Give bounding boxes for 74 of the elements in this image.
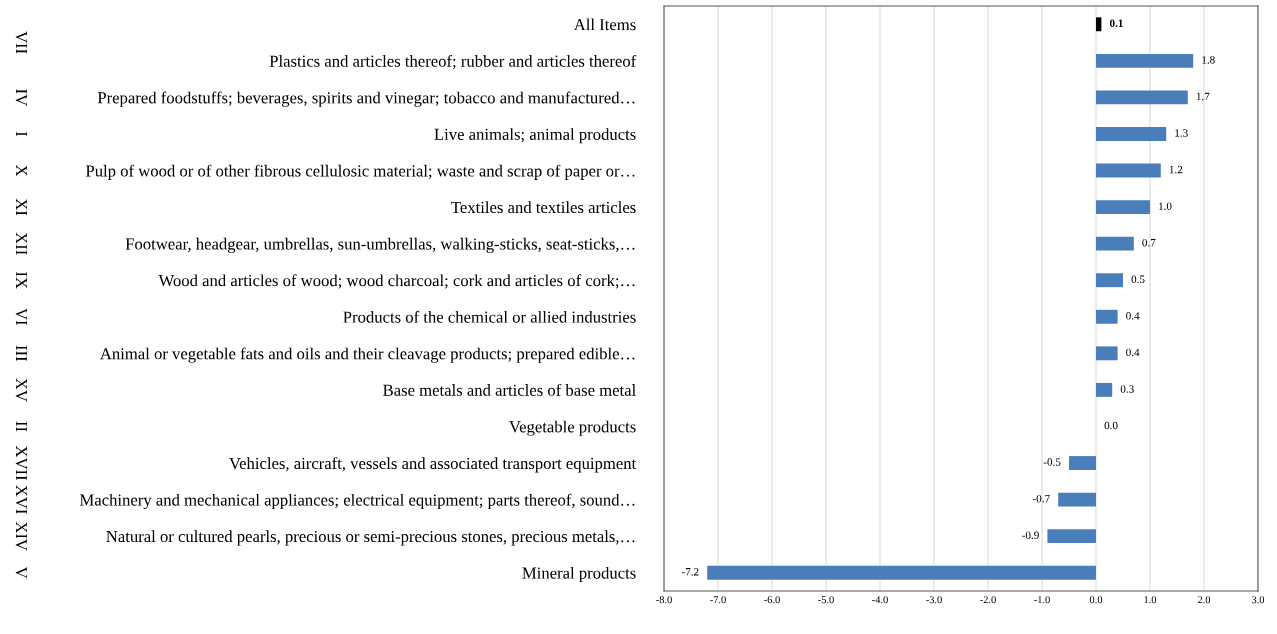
data-label: -7.2 [681,568,699,576]
y-tick-label: Textiles and textiles articles [451,201,636,214]
bar [1096,309,1118,324]
text: XII [15,232,27,255]
text: IX [15,272,27,289]
y-tick-label: All Items [573,18,636,31]
x-tick-label: -7.0 [710,596,726,604]
data-label: -0.5 [1043,458,1061,466]
bar [1096,346,1118,361]
y-tick-label: Animal or vegetable fats and oils and their cleavage products; prepared edible… [100,347,635,363]
text: XIV [15,521,27,551]
data-label: 0.4 [1126,312,1140,320]
bar [1096,273,1123,288]
y-tick-label: Plastics and articles thereof; rubber and articles thereof [269,54,637,70]
x-tick-label: 3.0 [1251,596,1265,604]
text: XVII [15,445,27,481]
text: XI [15,198,27,216]
text: VII [15,31,27,54]
text: V [15,566,27,579]
bar [707,565,1096,580]
x-tick-label: 1.0 [1144,596,1157,604]
data-label: 0.0 [1104,421,1118,430]
bar [1096,163,1161,178]
text: X [15,164,27,177]
x-tick-label: -5.0 [818,596,834,604]
x-tick-label: -4.0 [872,596,888,604]
bar [1096,53,1194,68]
x-tick-label: -3.0 [926,596,942,604]
text: IV [15,89,27,107]
y-tick-label: Base metals and articles of base metal [383,383,636,396]
bar [1096,200,1150,215]
y-tick-label: Machinery and mechanical appliances; electrical equipment; parts thereof, sound… [79,493,635,510]
y-tick-label: Mineral products [522,566,636,583]
x-tick-label: -6.0 [764,596,780,604]
data-label: 1.2 [1169,165,1183,174]
bar [1096,236,1134,251]
data-label: 0.7 [1142,238,1156,247]
x-tick-label: 2.0 [1197,596,1211,604]
data-label: 1.7 [1196,92,1210,101]
bar [1096,127,1167,141]
y-tick-label: Products of the chemical or allied industries [343,310,636,323]
y-tick-label: Pulp of wood or of other fibrous cellulosic material; waste and scrap of paper or… [85,164,635,180]
bar [1058,492,1096,507]
text: I [15,131,27,137]
data-label: 0.4 [1126,348,1140,357]
bar [1096,17,1102,32]
data-label: -0.7 [1032,494,1050,503]
data-label: 0.5 [1131,275,1145,284]
x-tick-label: -8.0 [656,596,672,604]
y-tick-label: Vegetable products [509,420,636,436]
text: XVI [15,485,27,514]
data-label: 0.1 [1109,19,1123,28]
bar [1096,382,1113,397]
data-label: -0.9 [1022,531,1039,539]
y-tick-label: Live animals; animal products [434,128,636,144]
data-label: 1.0 [1159,202,1172,210]
x-tick-label: 0.0 [1089,596,1103,604]
x-tick-label: -1.0 [1034,596,1050,604]
text: III [15,345,27,362]
x-tick-label: -2.0 [980,596,996,604]
data-label: 1.3 [1175,129,1188,137]
y-tick-label: Natural or cultured pearls, precious or semi-precious stones, precious metals,… [106,530,635,546]
data-label: 0.3 [1120,385,1134,393]
y-tick-label: Wood and articles of wood; wood charcoal; cork and articles of cork;… [158,274,635,289]
bar [1069,456,1096,470]
y-tick-label: Vehicles, aircraft, vessels and associated transport equipment [229,457,637,473]
text: XV [15,378,27,402]
text: VI [15,308,27,325]
bar [1047,529,1096,544]
data-label: 1.8 [1202,56,1215,64]
bar [1096,90,1188,105]
y-tick-label: Prepared foodstuffs; beverages, spirits and vinegar; tobacco and manufactured… [97,91,635,107]
text: II [15,421,27,432]
y-tick-label: Footwear, headgear, umbrellas, sun-umbrellas, walking-sticks, seat-sticks,… [125,237,635,254]
